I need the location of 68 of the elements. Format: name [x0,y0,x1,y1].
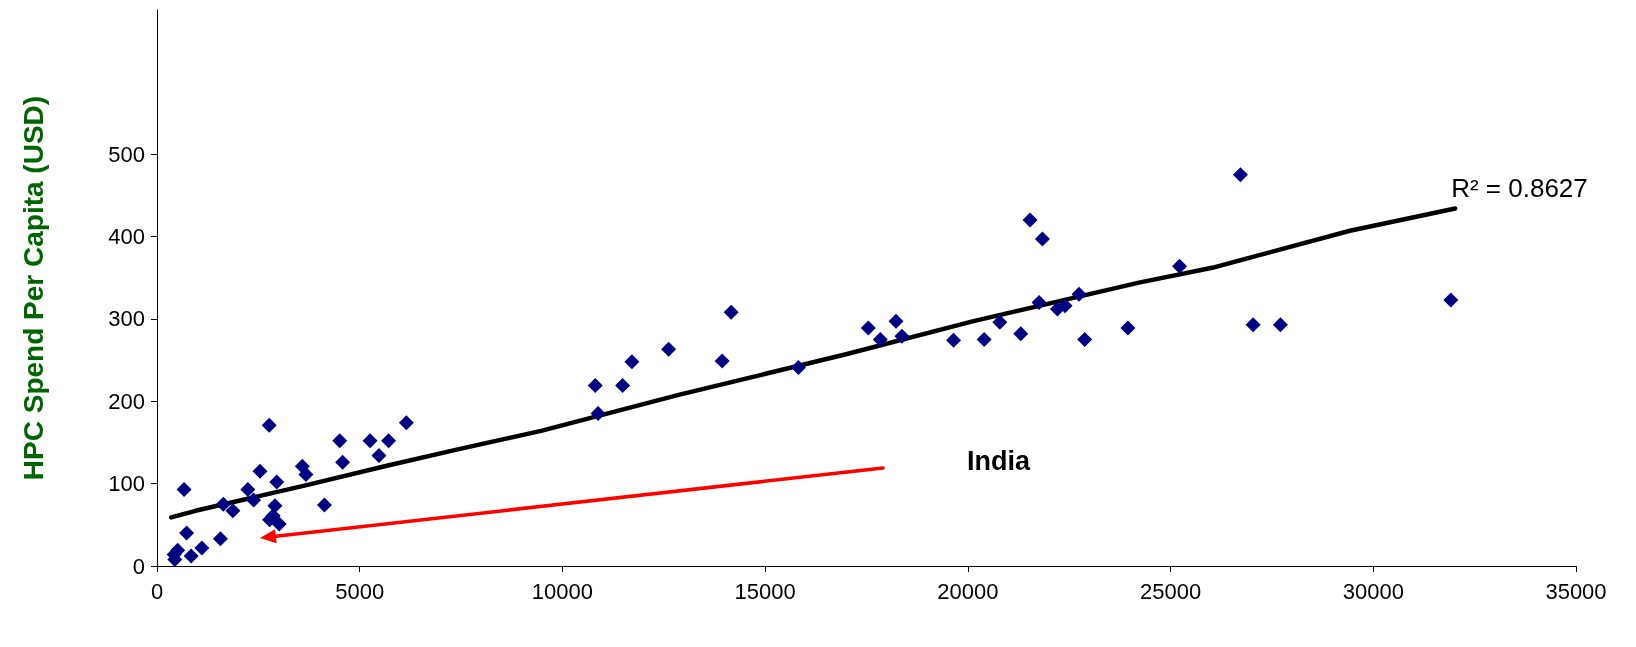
point [860,320,876,336]
y-tick-label: 100 [108,471,145,497]
point [267,498,283,514]
point [1272,317,1288,333]
point [714,353,730,369]
point [179,525,195,541]
y-tick-label: 0 [132,553,145,579]
point [888,313,904,329]
point [252,463,268,479]
x-tick-label: 15000 [734,578,796,604]
point [362,433,378,449]
point [271,516,287,532]
x-tick-label: 25000 [1139,578,1202,604]
point [1013,326,1029,342]
y-tick-label: 300 [108,306,145,332]
point [1120,320,1136,336]
point [1071,286,1087,302]
point [246,492,262,508]
point [212,531,228,547]
point [261,417,277,433]
point [316,497,332,513]
y-axis-title: HPC Spend Per Capita (USD) [17,95,49,481]
point [332,433,348,449]
point [661,341,677,357]
point [1077,331,1093,347]
annotation: R² = 0.8627 [1451,172,1588,203]
point [225,503,241,519]
point [723,304,739,320]
point [872,331,888,347]
point [335,454,351,470]
point [1057,298,1073,314]
point [1031,294,1047,310]
point [183,548,199,564]
point [590,406,606,422]
point [1034,231,1050,247]
y-tick-label: 400 [108,224,145,250]
x-tick-label: 35000 [1545,578,1607,604]
annotation: India [967,445,1031,476]
point [215,496,231,512]
point [992,314,1008,330]
point [1443,292,1459,308]
y-tick-label: 500 [108,141,145,167]
point [1022,212,1038,228]
point [1232,167,1248,183]
y-tick-label: 200 [108,388,145,414]
line-series [168,206,1458,520]
point [790,359,806,375]
point [194,540,210,556]
point [1172,258,1188,274]
point [398,415,414,431]
point [946,332,962,348]
point [615,378,631,394]
point [894,328,910,344]
x-tick-label: 10000 [531,578,594,604]
point [298,467,314,483]
point [371,448,387,464]
point [381,433,397,449]
point [1245,317,1261,333]
point [976,331,992,347]
x-tick-label: 30000 [1342,578,1404,604]
point [587,378,603,394]
point [269,474,285,490]
point [624,354,640,370]
x-tick-label: 20000 [937,578,999,604]
point [176,481,192,497]
point [240,481,256,497]
x-tick-label: 0 [150,578,164,604]
x-tick-label: 5000 [335,578,385,604]
